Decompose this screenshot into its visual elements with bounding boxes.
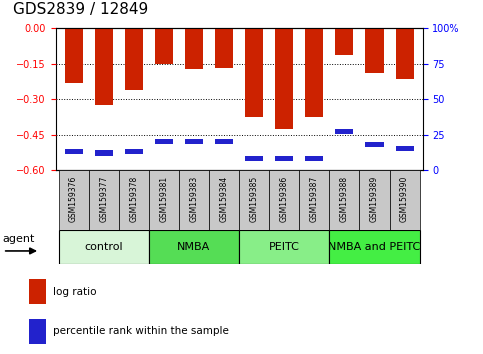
Bar: [155, 28, 173, 64]
Bar: [185, 139, 203, 144]
Bar: [65, 149, 83, 154]
Bar: [359, 170, 389, 230]
Text: log ratio: log ratio: [53, 286, 97, 297]
Text: GSM159381: GSM159381: [159, 176, 169, 222]
Bar: [366, 142, 384, 147]
Text: GSM159390: GSM159390: [400, 176, 409, 222]
Bar: [29, 319, 46, 344]
Bar: [58, 230, 149, 264]
Bar: [335, 28, 354, 55]
Bar: [329, 170, 359, 230]
Bar: [396, 146, 413, 151]
Text: GSM159388: GSM159388: [340, 176, 349, 222]
Bar: [185, 28, 203, 69]
Bar: [95, 28, 113, 105]
Bar: [149, 170, 179, 230]
Text: GSM159389: GSM159389: [370, 176, 379, 222]
Bar: [396, 28, 413, 79]
Text: control: control: [85, 242, 123, 252]
Text: GSM159387: GSM159387: [310, 176, 319, 222]
Bar: [89, 170, 119, 230]
Text: GSM159385: GSM159385: [250, 176, 258, 222]
Bar: [305, 28, 323, 117]
Bar: [155, 139, 173, 144]
Bar: [95, 150, 113, 155]
Bar: [245, 28, 263, 117]
Bar: [366, 28, 384, 73]
Bar: [215, 28, 233, 68]
Bar: [389, 170, 420, 230]
Text: percentile rank within the sample: percentile rank within the sample: [53, 326, 229, 336]
Text: NMBA and PEITC: NMBA and PEITC: [328, 242, 421, 252]
Bar: [335, 129, 354, 134]
Bar: [125, 28, 143, 90]
Bar: [305, 156, 323, 161]
Bar: [239, 170, 269, 230]
Bar: [179, 170, 209, 230]
Text: GSM159384: GSM159384: [220, 176, 228, 222]
Bar: [275, 156, 293, 161]
Text: PEITC: PEITC: [269, 242, 299, 252]
Text: GSM159383: GSM159383: [189, 176, 199, 222]
Bar: [119, 170, 149, 230]
Text: agent: agent: [3, 234, 35, 244]
Text: GSM159378: GSM159378: [129, 176, 138, 222]
Text: GSM159376: GSM159376: [69, 176, 78, 222]
Bar: [58, 170, 89, 230]
Bar: [245, 156, 263, 161]
Bar: [65, 28, 83, 82]
Text: GSM159386: GSM159386: [280, 176, 289, 222]
Bar: [299, 170, 329, 230]
Bar: [215, 139, 233, 144]
Text: GDS2839 / 12849: GDS2839 / 12849: [14, 2, 149, 17]
Bar: [239, 230, 329, 264]
Bar: [29, 279, 46, 304]
Bar: [149, 230, 239, 264]
Bar: [275, 28, 293, 129]
Text: GSM159377: GSM159377: [99, 176, 108, 222]
Text: NMBA: NMBA: [177, 242, 211, 252]
Bar: [125, 149, 143, 154]
Bar: [269, 170, 299, 230]
Bar: [209, 170, 239, 230]
Bar: [329, 230, 420, 264]
